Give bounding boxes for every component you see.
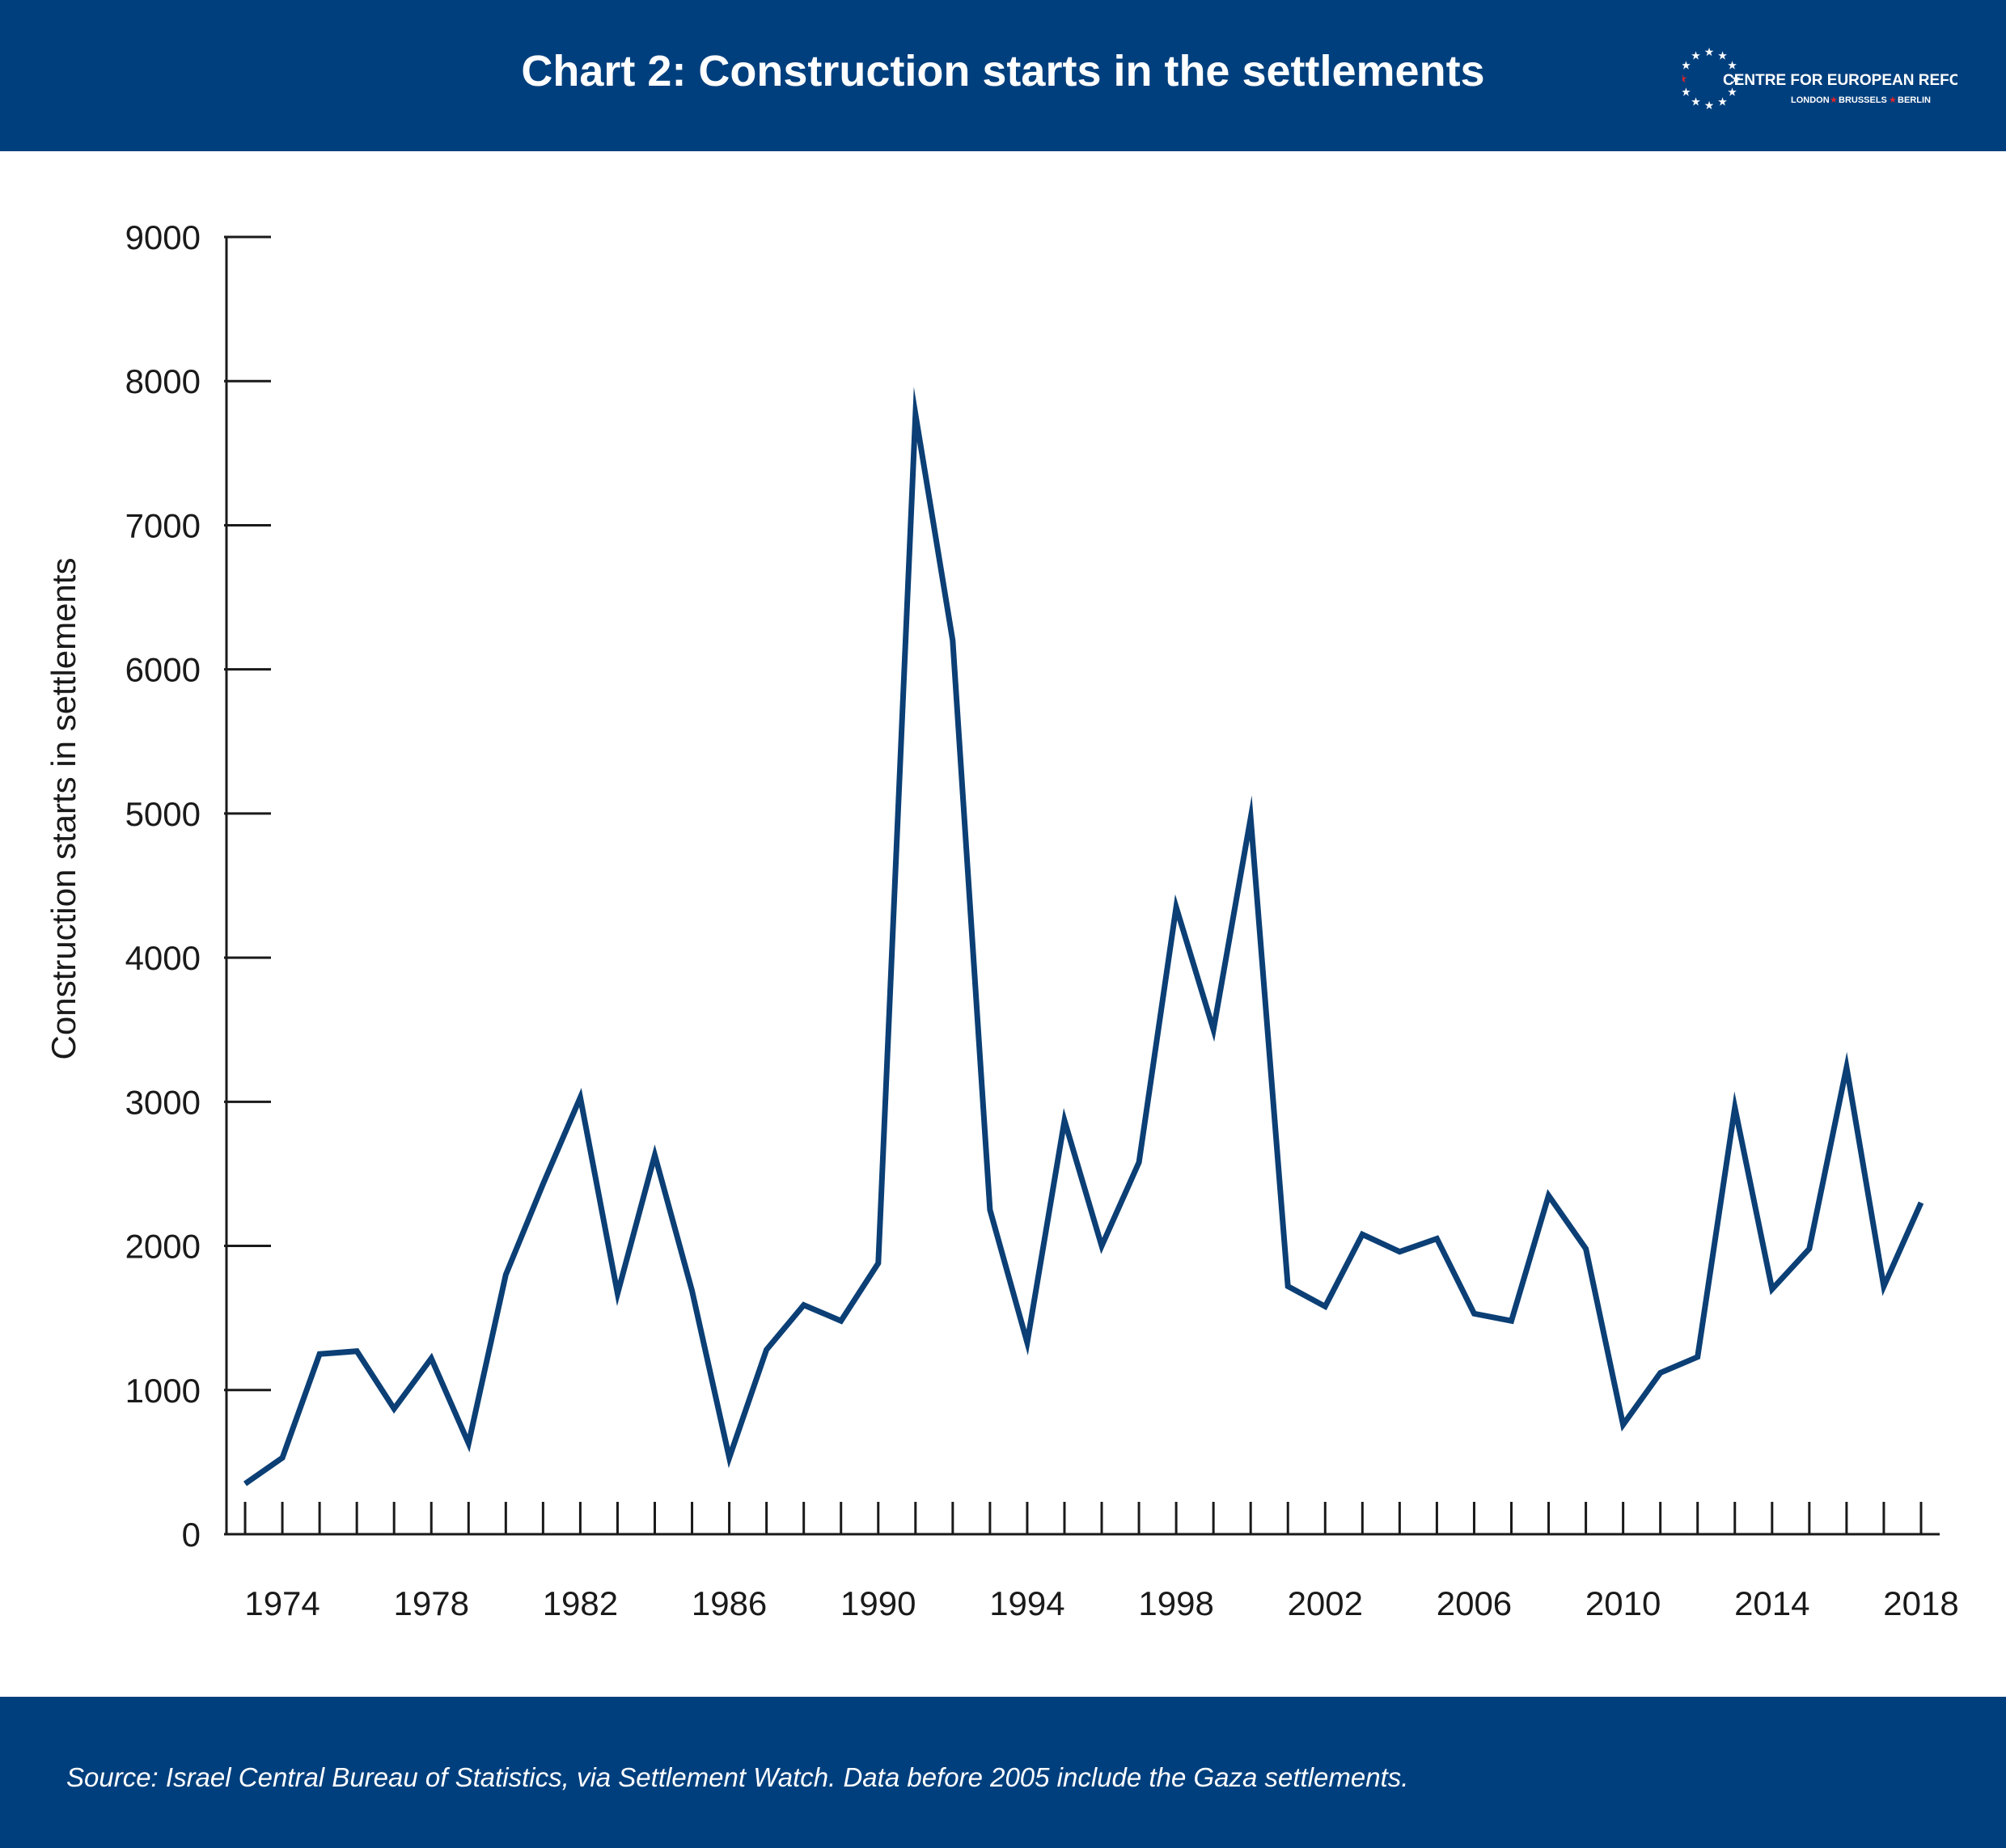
line-chart: 0 1000 2000 3000 4000 5000 6000 7000 8000 9000 19… bbox=[44, 218, 1959, 1622]
x-tick-label: 1998 bbox=[1138, 1584, 1213, 1622]
logo-name: CENTRE FOR EUROPEAN REFORM bbox=[1723, 72, 1957, 89]
y-axis-title: Construction starts in settlements bbox=[44, 558, 83, 1060]
logo-star: ★ bbox=[1704, 45, 1715, 58]
logo-city-brussels: BRUSSELS bbox=[1839, 95, 1887, 105]
logo-star: ★ bbox=[1731, 72, 1741, 85]
y-tick-label: 4000 bbox=[125, 939, 201, 977]
source-note: Source: Israel Central Bureau of Statist… bbox=[66, 1762, 1409, 1792]
x-tick-label: 1990 bbox=[840, 1584, 916, 1622]
x-tick-label: 2014 bbox=[1734, 1584, 1809, 1622]
x-tick-label: 2002 bbox=[1288, 1584, 1363, 1622]
logo-star: ★ bbox=[1717, 95, 1728, 108]
y-tick-label: 5000 bbox=[125, 795, 201, 833]
logo-star: ★ bbox=[1691, 49, 1701, 61]
logo-star: ★ bbox=[1682, 72, 1687, 85]
y-tick-label: 1000 bbox=[125, 1372, 201, 1410]
logo-star: ★ bbox=[1682, 86, 1691, 99]
logo-city-berlin: BERLIN bbox=[1898, 95, 1931, 105]
x-tick-label: 2010 bbox=[1585, 1584, 1661, 1622]
star-ring-icon: ★★★★★★★★★★★★ bbox=[1682, 45, 1741, 112]
series-layer bbox=[243, 387, 1924, 1486]
logo-star: ★ bbox=[1727, 59, 1737, 72]
logo-star: ★ bbox=[1727, 86, 1737, 99]
y-tick-label: 7000 bbox=[125, 506, 201, 544]
logo-city-london: LONDON bbox=[1791, 95, 1830, 105]
x-tick-label: 1982 bbox=[543, 1584, 618, 1622]
y-axis-ticks: 0 1000 2000 3000 4000 5000 6000 7000 8000 9000 bbox=[125, 218, 271, 1554]
x-tick-label: 1986 bbox=[692, 1584, 767, 1622]
logo-star-2: ★ bbox=[1889, 95, 1897, 105]
header-bar: Chart 2: Construction starts in the sett… bbox=[0, 0, 2006, 151]
x-tick-label: 2018 bbox=[1883, 1584, 1958, 1622]
y-tick-label: 6000 bbox=[125, 651, 201, 689]
x-tick-label: 1974 bbox=[244, 1584, 320, 1622]
logo-star: ★ bbox=[1704, 99, 1715, 112]
x-tick-label: 1978 bbox=[394, 1584, 469, 1622]
y-tick-label: 8000 bbox=[125, 362, 201, 400]
x-axis-ticks: 1974 1978 1982 1986 1990 1994 1998 2002 2006 2010… bbox=[243, 1502, 1959, 1622]
y-tick-label: 9000 bbox=[125, 218, 201, 256]
logo-star-1: ★ bbox=[1830, 95, 1838, 105]
chart-title: Chart 2: Construction starts in the sett… bbox=[521, 47, 1485, 95]
logo-star: ★ bbox=[1691, 95, 1701, 108]
footer-bar bbox=[0, 1697, 2006, 1848]
cer-logo: ★★★★★★★★★★★★ CENTRE FOR EUROPEAN REFORM … bbox=[1682, 45, 1957, 112]
x-tick-label: 1994 bbox=[989, 1584, 1064, 1622]
y-tick-label: 0 bbox=[182, 1516, 201, 1554]
y-tick-label: 3000 bbox=[125, 1083, 201, 1121]
y-tick-label: 2000 bbox=[125, 1228, 201, 1266]
x-tick-label: 2006 bbox=[1437, 1584, 1512, 1622]
series-line-0 bbox=[243, 387, 1924, 1486]
logo-star: ★ bbox=[1717, 49, 1728, 61]
logo-star: ★ bbox=[1682, 59, 1691, 72]
axes bbox=[225, 237, 1940, 1536]
